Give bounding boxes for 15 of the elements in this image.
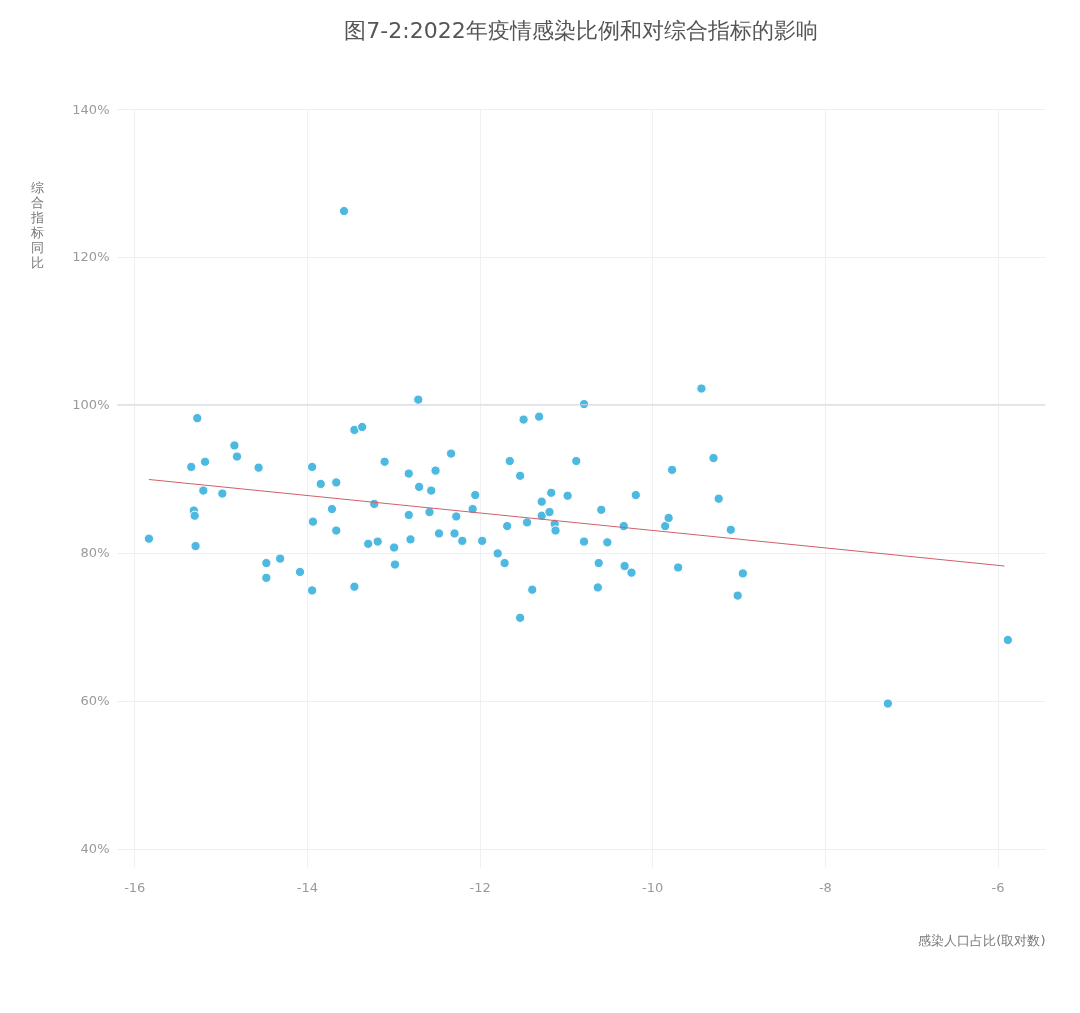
chart-title: 图7-2:2022年疫情感染比例和对综合指标的影响 [344,18,818,43]
y-tick-label: 100% [72,397,110,413]
x-tick-label: -12 [469,879,491,895]
x-tick-label: -16 [124,879,146,895]
y-tick-label: 40% [80,841,110,857]
x-tick-label: -10 [642,879,664,895]
y-tick-label: 140% [72,101,110,117]
x-tick-label: -6 [991,879,1005,895]
x-tick-label: -8 [818,879,832,895]
y-tick-label: 60% [80,693,110,709]
x-axis-title: 感染人口占比(取对数) [918,932,1046,948]
y-axis-title: 综合指标同比 [30,179,44,270]
x-tick-label: -14 [296,879,319,895]
y-tick-label: 120% [72,249,110,265]
y-tick-label: 80% [80,545,110,561]
